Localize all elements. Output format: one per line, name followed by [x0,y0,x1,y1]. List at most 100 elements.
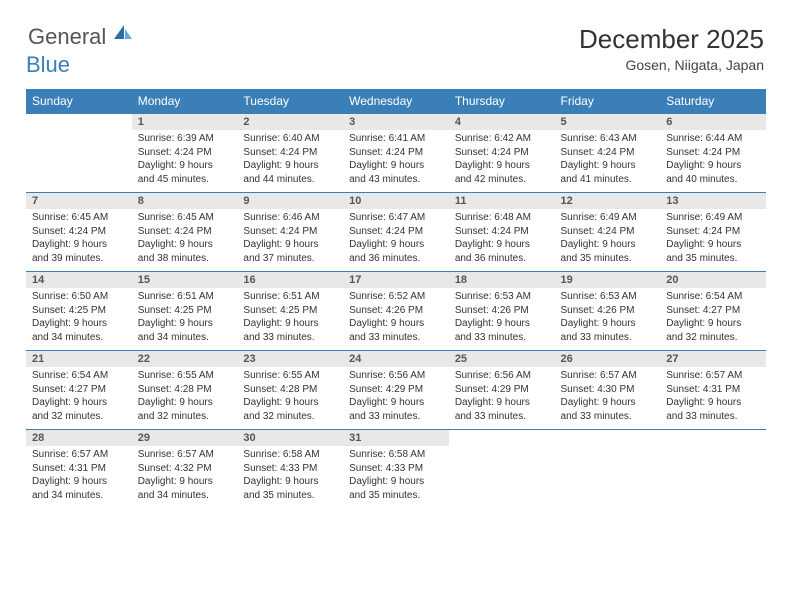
day-content-cell: Sunrise: 6:55 AMSunset: 4:28 PMDaylight:… [132,367,238,430]
sunrise-text: Sunrise: 6:53 AM [561,290,655,304]
day-number-cell: 17 [343,272,449,289]
daylight-text: Daylight: 9 hours [561,317,655,331]
sunrise-text: Sunrise: 6:57 AM [32,448,126,462]
sunrise-text: Sunrise: 6:57 AM [666,369,760,383]
day-number: 9 [243,195,249,207]
day-number: 10 [349,195,361,207]
daylight-text: Daylight: 9 hours [32,475,126,489]
day-number-cell: 19 [555,272,661,289]
day-number: 25 [455,353,467,365]
daylight-text: Daylight: 9 hours [32,396,126,410]
sunset-text: Sunset: 4:24 PM [455,146,549,160]
daylight-text: Daylight: 9 hours [666,396,760,410]
title-block: December 2025 Gosen, Niigata, Japan [579,24,764,73]
month-title: December 2025 [579,24,764,55]
day-number-cell: 7 [26,193,132,210]
location-text: Gosen, Niigata, Japan [579,57,764,73]
day-number: 20 [666,274,678,286]
daylight-text: and 33 minutes. [455,331,549,345]
sunrise-text: Sunrise: 6:57 AM [561,369,655,383]
daylight-text: Daylight: 9 hours [32,317,126,331]
sunset-text: Sunset: 4:30 PM [561,383,655,397]
sunset-text: Sunset: 4:25 PM [138,304,232,318]
day-number: 28 [32,432,44,444]
sunset-text: Sunset: 4:24 PM [561,225,655,239]
logo-text-blue: Blue [26,52,70,77]
day-header-row: Sunday Monday Tuesday Wednesday Thursday… [26,89,766,114]
daylight-text: and 32 minutes. [32,410,126,424]
day-number-cell: 24 [343,351,449,368]
daylight-text: and 33 minutes. [455,410,549,424]
sunrise-text: Sunrise: 6:54 AM [666,290,760,304]
daylight-text: Daylight: 9 hours [455,159,549,173]
sunrise-text: Sunrise: 6:47 AM [349,211,443,225]
day-number-cell: 4 [449,114,555,131]
day-number: 7 [32,195,38,207]
day-content-cell: Sunrise: 6:42 AMSunset: 4:24 PMDaylight:… [449,130,555,193]
daylight-text: and 33 minutes. [349,410,443,424]
content-row: Sunrise: 6:50 AMSunset: 4:25 PMDaylight:… [26,288,766,351]
day-number: 31 [349,432,361,444]
day-content-cell: Sunrise: 6:53 AMSunset: 4:26 PMDaylight:… [449,288,555,351]
daylight-text: and 35 minutes. [349,489,443,503]
daylight-text: Daylight: 9 hours [455,238,549,252]
daylight-text: and 32 minutes. [138,410,232,424]
sunset-text: Sunset: 4:24 PM [138,146,232,160]
day-content-cell: Sunrise: 6:41 AMSunset: 4:24 PMDaylight:… [343,130,449,193]
day-content-cell: Sunrise: 6:47 AMSunset: 4:24 PMDaylight:… [343,209,449,272]
sunset-text: Sunset: 4:24 PM [138,225,232,239]
daylight-text: and 34 minutes. [138,489,232,503]
sunset-text: Sunset: 4:27 PM [32,383,126,397]
day-number: 1 [138,116,144,128]
day-number-cell: 12 [555,193,661,210]
day-content-cell: Sunrise: 6:58 AMSunset: 4:33 PMDaylight:… [343,446,449,508]
daylight-text: Daylight: 9 hours [138,159,232,173]
daylight-text: and 34 minutes. [32,331,126,345]
daynum-row: 28293031 [26,430,766,447]
day-number: 4 [455,116,461,128]
daylight-text: and 37 minutes. [243,252,337,266]
day-number: 16 [243,274,255,286]
sunrise-text: Sunrise: 6:46 AM [243,211,337,225]
day-number-cell: 27 [660,351,766,368]
day-number: 29 [138,432,150,444]
sunrise-text: Sunrise: 6:51 AM [243,290,337,304]
daylight-text: Daylight: 9 hours [349,475,443,489]
daylight-text: and 39 minutes. [32,252,126,266]
daylight-text: and 34 minutes. [32,489,126,503]
day-content-cell: Sunrise: 6:57 AMSunset: 4:30 PMDaylight:… [555,367,661,430]
daylight-text: and 33 minutes. [243,331,337,345]
daylight-text: and 43 minutes. [349,173,443,187]
day-number-cell: 1 [132,114,238,131]
calendar-table: Sunday Monday Tuesday Wednesday Thursday… [26,89,766,508]
day-content-cell: Sunrise: 6:58 AMSunset: 4:33 PMDaylight:… [237,446,343,508]
day-number: 21 [32,353,44,365]
day-number-cell: 9 [237,193,343,210]
day-content-cell: Sunrise: 6:46 AMSunset: 4:24 PMDaylight:… [237,209,343,272]
daylight-text: Daylight: 9 hours [349,396,443,410]
daylight-text: and 45 minutes. [138,173,232,187]
daylight-text: and 32 minutes. [666,331,760,345]
daylight-text: and 42 minutes. [455,173,549,187]
content-row: Sunrise: 6:57 AMSunset: 4:31 PMDaylight:… [26,446,766,508]
day-content-cell: Sunrise: 6:48 AMSunset: 4:24 PMDaylight:… [449,209,555,272]
sunset-text: Sunset: 4:24 PM [243,225,337,239]
daylight-text: and 35 minutes. [561,252,655,266]
day-content-cell: Sunrise: 6:57 AMSunset: 4:31 PMDaylight:… [26,446,132,508]
sunset-text: Sunset: 4:31 PM [666,383,760,397]
sunrise-text: Sunrise: 6:39 AM [138,132,232,146]
day-content-cell [449,446,555,508]
daylight-text: and 36 minutes. [349,252,443,266]
day-header: Saturday [660,89,766,114]
logo-text-general: General [28,24,106,50]
day-number-cell: 18 [449,272,555,289]
day-header: Friday [555,89,661,114]
day-number-cell: 3 [343,114,449,131]
sunset-text: Sunset: 4:26 PM [561,304,655,318]
day-number-cell: 16 [237,272,343,289]
sunset-text: Sunset: 4:25 PM [32,304,126,318]
day-number-cell: 23 [237,351,343,368]
sunset-text: Sunset: 4:33 PM [349,462,443,476]
daylight-text: Daylight: 9 hours [138,238,232,252]
daynum-row: 14151617181920 [26,272,766,289]
